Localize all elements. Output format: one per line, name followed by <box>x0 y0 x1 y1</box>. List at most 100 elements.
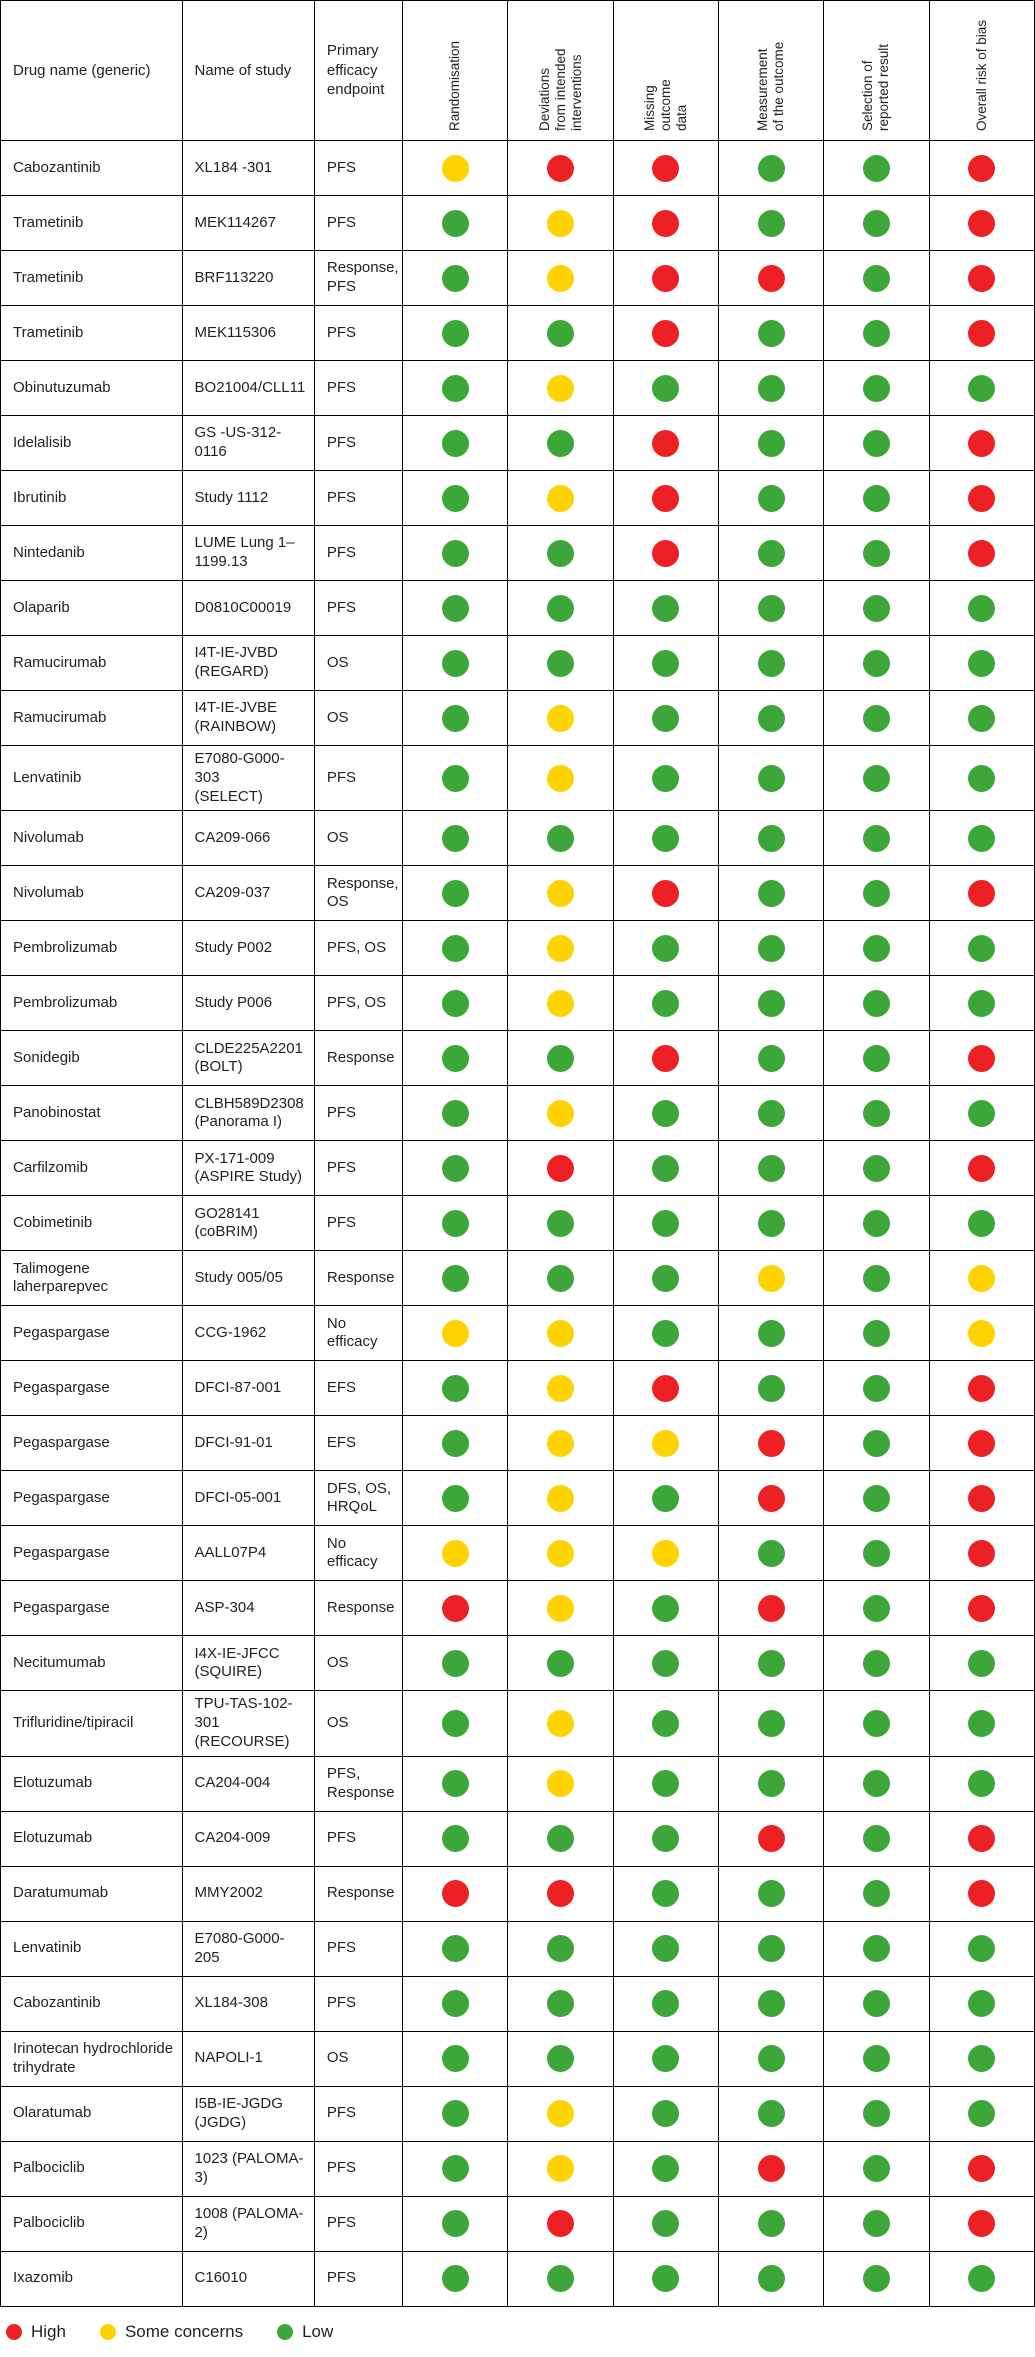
rating-cell <box>718 2030 825 2087</box>
rating-cell <box>718 1085 825 1142</box>
rating-cell <box>823 2250 930 2307</box>
rating-dot-low <box>968 1649 996 1677</box>
table-row: Carfilzomib PX-171-009 (ASPIRE Study) PFS <box>0 1140 1035 1197</box>
rating-cell <box>928 2140 1035 2197</box>
rating-dot-low <box>652 1649 680 1677</box>
rating-cell <box>823 140 930 196</box>
rating-dot-low <box>652 934 680 962</box>
rating-dot-low <box>441 319 469 347</box>
endpoint-cell: OS <box>313 635 404 691</box>
rating-cell <box>928 1525 1035 1582</box>
rating-dot-some <box>547 764 575 792</box>
drug-name-cell: Pegaspargase <box>0 1470 183 1527</box>
rating-cell <box>612 810 720 867</box>
rating-dot-low <box>652 989 680 1017</box>
rating-dot-low <box>441 2155 469 2182</box>
rating-cell <box>718 1415 825 1472</box>
rating-cell <box>823 1810 930 1867</box>
rating-cell <box>612 1525 720 1582</box>
drug-name-cell: Elotuzumab <box>0 1755 183 1812</box>
study-name-cell: 1023 (PALOMA-3) <box>181 2140 315 2197</box>
rating-dot-high <box>968 1825 996 1852</box>
endpoint-cell: OS <box>313 1690 404 1757</box>
study-name-cell: I5B-IE-JGDG (JGDG) <box>181 2085 315 2142</box>
rating-dot-high <box>968 1429 996 1457</box>
rating-dot-low <box>652 2210 680 2237</box>
rating-cell <box>928 690 1035 746</box>
rating-cell <box>612 1030 720 1087</box>
rating-cell <box>402 1635 509 1692</box>
rating-dot-low <box>968 1935 996 1962</box>
drug-name-cell: Nivolumab <box>0 810 183 867</box>
table-row: Pegaspargase AALL07P4 No efficacy <box>0 1525 1035 1582</box>
rating-cell <box>718 580 825 636</box>
rating-dot-low <box>968 934 996 962</box>
rating-cell <box>507 635 614 691</box>
rating-cell <box>823 580 930 636</box>
drug-name-cell: Palbociclib <box>0 2195 183 2252</box>
col-header-randomisation: Randomisation <box>402 0 509 141</box>
endpoint-cell: PFS <box>313 2140 404 2197</box>
col-header-deviations: Deviations from intended interventions <box>507 0 614 141</box>
endpoint-cell: Response <box>313 1250 404 1307</box>
study-name-cell: D0810C00019 <box>181 580 315 636</box>
rating-cell <box>612 470 720 526</box>
rating-cell <box>823 920 930 977</box>
col-header-selection-label: Selection of reported result <box>860 43 892 131</box>
rating-cell <box>612 1085 720 1142</box>
rating-dot-low <box>652 1154 680 1182</box>
rating-dot-low <box>757 1044 785 1072</box>
rating-cell <box>612 1470 720 1527</box>
rating-dot-some <box>441 154 469 182</box>
rating-cell <box>402 2085 509 2142</box>
study-name-cell: Study 1112 <box>181 470 315 526</box>
rating-cell <box>718 690 825 746</box>
rating-dot-low <box>862 764 890 792</box>
rating-dot-low <box>441 1484 469 1512</box>
rating-cell <box>823 1085 930 1142</box>
header-row: Drug name (generic) Name of study Primar… <box>0 0 1035 141</box>
rating-dot-low <box>441 1154 469 1182</box>
rating-cell <box>823 1975 930 2032</box>
rating-dot-low <box>862 429 890 457</box>
rating-dot-low <box>441 484 469 512</box>
rating-cell <box>507 1755 614 1812</box>
rating-dot-some <box>547 704 575 732</box>
table-row: Lenvatinib E7080-G000-303 (SELECT) PFS <box>0 744 1035 812</box>
rating-dot-low <box>757 1099 785 1127</box>
rating-dot-some <box>547 484 575 512</box>
rating-cell <box>823 2085 930 2142</box>
endpoint-cell: PFS <box>313 1810 404 1867</box>
legend-label-some-concerns: Some concerns <box>124 2321 244 2341</box>
rating-cell <box>928 1755 1035 1812</box>
rating-dot-low <box>547 1264 575 1292</box>
rating-dot-low <box>441 649 469 677</box>
rating-cell <box>612 2140 720 2197</box>
rating-dot-low <box>547 2265 575 2292</box>
rating-cell <box>718 1635 825 1692</box>
drug-name-cell: Trametinib <box>0 195 183 251</box>
rating-dot-low <box>547 2045 575 2072</box>
rating-dot-low <box>441 2265 469 2292</box>
rating-cell <box>402 1975 509 2032</box>
rating-cell <box>928 1920 1035 1977</box>
rating-cell <box>402 250 509 306</box>
risk-of-bias-table: Drug name (generic) Name of study Primar… <box>0 0 1035 2307</box>
rating-cell <box>718 250 825 306</box>
rating-dot-low <box>862 989 890 1017</box>
study-name-cell: CA209-037 <box>181 865 315 922</box>
rating-cell <box>823 810 930 867</box>
rating-cell <box>507 1415 614 1472</box>
rating-cell <box>612 865 720 922</box>
rating-dot-low <box>862 1935 890 1962</box>
study-name-cell: I4X-IE-JFCC (SQUIRE) <box>181 1635 315 1692</box>
rating-dot-low <box>441 429 469 457</box>
rating-cell <box>823 1580 930 1637</box>
rating-cell <box>928 525 1035 581</box>
table-row: Panobinostat CLBH589D2308 (Panorama I) PFS <box>0 1085 1035 1142</box>
rating-dot-low <box>652 1484 680 1512</box>
drug-name-cell: Pegaspargase <box>0 1415 183 1472</box>
rating-dot-low <box>757 1649 785 1677</box>
col-header-missing-data-label: Missing outcome data <box>641 79 689 131</box>
rating-cell <box>823 635 930 691</box>
